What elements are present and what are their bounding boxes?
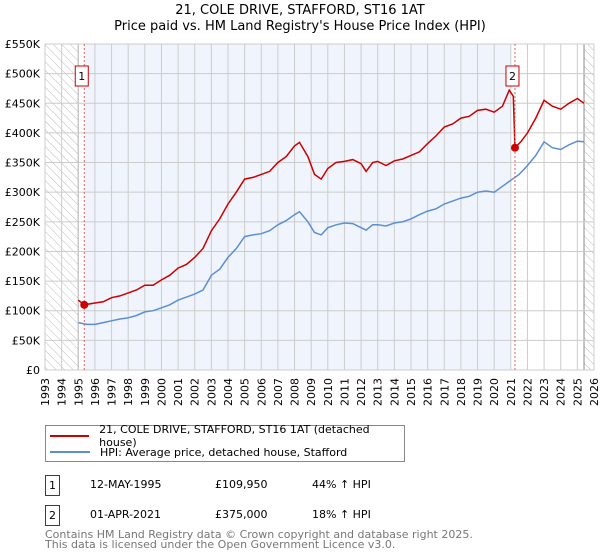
x-tick-label: 2011 — [338, 378, 351, 406]
y-tick-label: £150K — [5, 275, 41, 288]
x-tick-label: 2016 — [422, 378, 435, 406]
sale-point — [510, 143, 519, 152]
x-tick-label: 2025 — [571, 378, 584, 406]
x-tick-label: 2022 — [521, 378, 534, 406]
chart-title: 21, COLE DRIVE, STAFFORD, ST16 1AT — [175, 3, 425, 18]
x-tick-label: 2005 — [239, 378, 252, 406]
legend-item-hpi: HPI: Average price, detached house, Staf… — [50, 445, 347, 459]
x-tick-label: 1994 — [56, 378, 69, 406]
transaction-hpi: 44% ↑ HPI — [312, 478, 371, 491]
x-tick-label: 2006 — [255, 378, 268, 406]
transaction-hpi: 18% ↑ HPI — [312, 508, 371, 521]
footer-copyright: Contains HM Land Registry data © Crown c… — [45, 528, 473, 541]
transaction-number: 2 — [45, 505, 60, 526]
y-tick-label: £550K — [5, 38, 41, 51]
price-chart: 1 2 1993 1994 1995 1996 1997 1998 1999 2000 2001 20… — [5, 38, 600, 406]
y-tick-label: £100K — [5, 305, 41, 318]
x-tick-label: 2020 — [488, 378, 501, 406]
y-tick-label: £50K — [12, 334, 41, 347]
x-tick-label: 2012 — [355, 378, 368, 406]
x-tick-label: 2014 — [388, 378, 401, 406]
legend-item-property: 21, COLE DRIVE, STAFFORD, ST16 1AT (deta… — [50, 423, 404, 449]
transaction-row: 1 12-MAY-1995 £109,950 44% ↑ HPI — [45, 475, 545, 496]
y-tick-label: £300K — [5, 186, 41, 199]
x-tick-label: 1998 — [122, 378, 135, 406]
x-tick-label: 1999 — [139, 378, 152, 406]
x-tick-label: 2021 — [505, 378, 518, 406]
transaction-number: 1 — [45, 475, 60, 496]
hatched-region — [584, 44, 594, 370]
sale-label-box — [505, 65, 520, 87]
ownership-shade — [84, 44, 511, 370]
hpi-line — [78, 140, 585, 326]
x-tick-label: 2008 — [289, 378, 302, 406]
sale-label: 2 — [509, 70, 516, 83]
legend-swatch-red — [50, 435, 90, 437]
x-tick-label: 2009 — [305, 378, 318, 406]
x-tick-label: 2007 — [272, 378, 285, 406]
chart-subtitle: Price paid vs. HM Land Registry's House … — [114, 19, 486, 34]
y-tick-label: £500K — [5, 68, 41, 81]
plot-frame — [44, 43, 595, 371]
x-tick-label: 2003 — [205, 378, 218, 406]
chart-legend: 21, COLE DRIVE, STAFFORD, ST16 1AT (deta… — [45, 423, 405, 462]
x-tick-label: 2004 — [222, 378, 235, 406]
y-tick-label: £200K — [5, 245, 41, 258]
x-tick-label: 2000 — [155, 378, 168, 406]
x-tick-label: 2026 — [588, 378, 600, 406]
x-tick-label: 2017 — [438, 378, 451, 406]
x-tick-label: 2024 — [555, 378, 568, 406]
x-tick-label: 2023 — [538, 378, 551, 406]
x-tick-label: 2001 — [172, 378, 185, 406]
y-tick-label: £0 — [26, 364, 40, 377]
legend-swatch-blue — [50, 451, 90, 453]
footer: Contains HM Land Registry data © Crown c… — [45, 528, 473, 551]
transaction-date: 12-MAY-1995 — [90, 478, 162, 491]
x-tick-label: 1997 — [106, 378, 119, 406]
property-price-line — [77, 88, 585, 306]
transaction-price: £375,000 — [215, 508, 268, 521]
x-tick-label: 2013 — [372, 378, 385, 406]
footer-licence: This data is licensed under the Open Gov… — [45, 538, 396, 551]
x-tick-label: 2002 — [189, 378, 202, 406]
y-tick-label: £450K — [5, 97, 41, 110]
sale-label-box — [74, 65, 89, 87]
transaction-row: 2 01-APR-2021 £375,000 18% ↑ HPI — [45, 505, 545, 526]
x-tick-label: 1995 — [72, 378, 85, 406]
y-tick-label: £350K — [5, 157, 41, 170]
sale-point — [80, 300, 89, 309]
x-tick-label: 2019 — [472, 378, 485, 406]
x-tick-label: 1996 — [89, 378, 102, 406]
transaction-price: £109,950 — [215, 478, 268, 491]
transaction-date: 01-APR-2021 — [90, 508, 162, 521]
x-tick-label: 2010 — [322, 378, 335, 406]
y-tick-label: £250K — [5, 216, 41, 229]
x-tick-label: 2018 — [455, 378, 468, 406]
sale-label: 1 — [78, 70, 85, 83]
x-tick-label: 1993 — [39, 378, 52, 406]
legend-label: 21, COLE DRIVE, STAFFORD, ST16 1AT (deta… — [99, 423, 370, 449]
legend-label: HPI: Average price, detached house, Staf… — [100, 445, 348, 459]
x-tick-label: 2015 — [405, 378, 418, 406]
y-tick-label: £400K — [5, 127, 41, 140]
